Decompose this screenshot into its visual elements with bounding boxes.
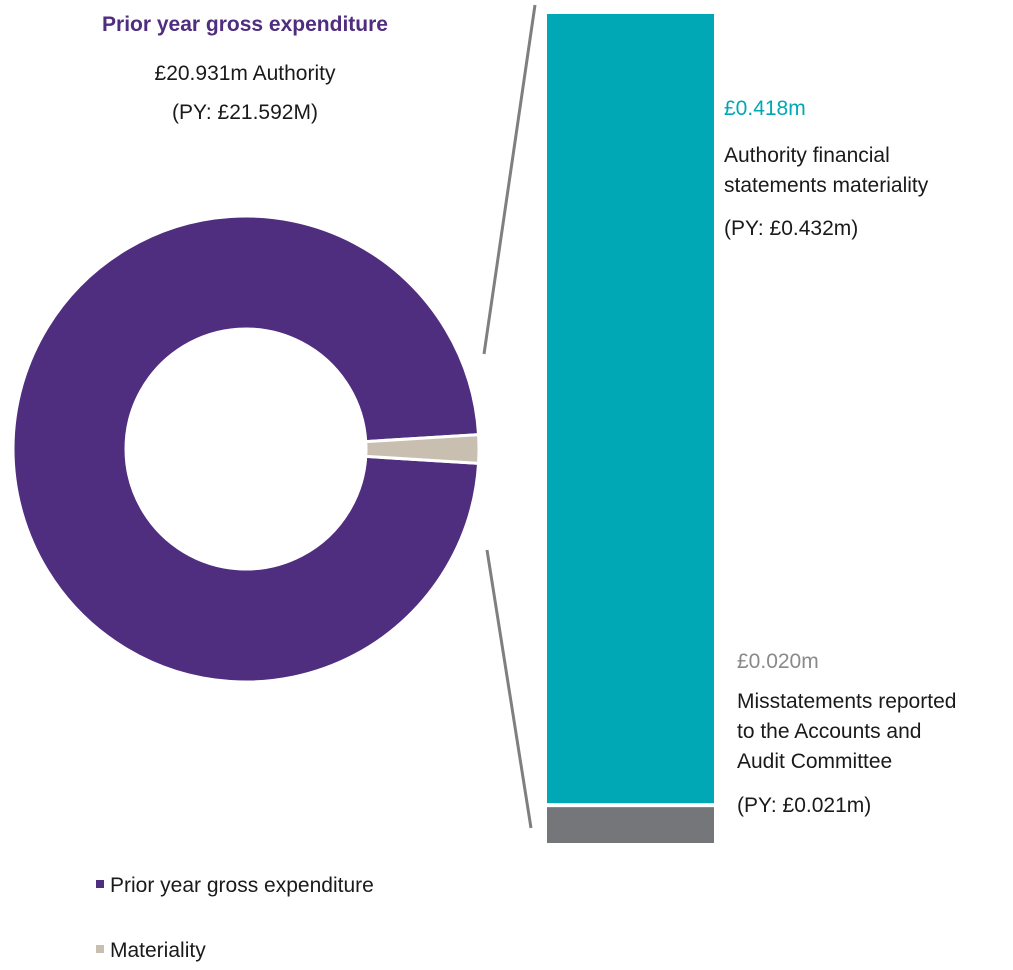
legend-swatch-materiality: [96, 945, 104, 954]
legend-label-expenditure: Prior year gross expenditure: [110, 874, 374, 897]
materiality-description-1: Authority financial: [724, 144, 890, 167]
bar-segment-misstatements: [547, 807, 714, 843]
expenditure-prior-year: (PY: £21.592M): [172, 101, 318, 124]
legend-item-expenditure: Prior year gross expenditure: [96, 872, 374, 900]
donut-slice-expenditure: [11, 214, 481, 684]
expenditure-value: £20.931m Authority: [154, 62, 336, 85]
connector-line-bottom: [485, 549, 533, 829]
legend-item-materiality: Materiality: [96, 937, 206, 965]
donut-chart: [11, 214, 481, 684]
misstatement-description-2: to the Accounts and: [737, 720, 922, 743]
misstatement-description-1: Misstatements reported: [737, 690, 957, 713]
materiality-value: £0.418m: [724, 97, 806, 120]
connector-line-top: [482, 4, 537, 355]
stacked-bar-chart: [547, 14, 714, 843]
chart-title: Prior year gross expenditure: [102, 13, 388, 36]
misstatement-prior-year: (PY: £0.021m): [737, 794, 872, 817]
legend-label-materiality: Materiality: [110, 939, 206, 962]
bar-segment-materiality: [547, 14, 714, 804]
materiality-prior-year: (PY: £0.432m): [724, 217, 859, 240]
misstatement-description-3: Audit Committee: [737, 750, 893, 773]
legend-swatch-expenditure: [96, 880, 104, 889]
misstatement-value: £0.020m: [737, 650, 819, 673]
materiality-description-2: statements materiality: [724, 174, 929, 197]
donut-slice-materiality: [364, 433, 481, 465]
